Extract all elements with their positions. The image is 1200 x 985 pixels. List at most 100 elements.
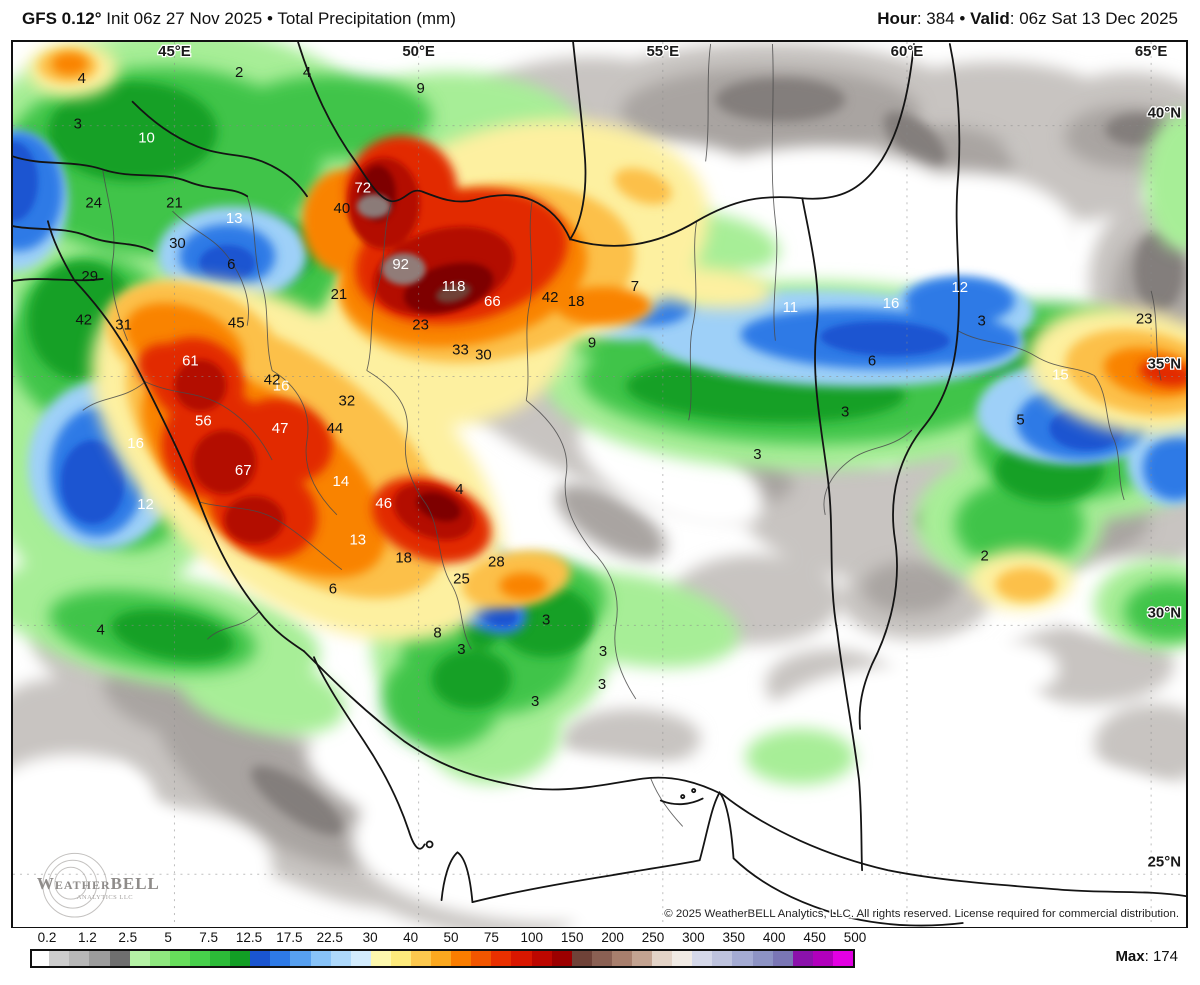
precip-max-value: 23 [412, 317, 429, 334]
colorbar-segment [792, 951, 813, 966]
header-bar: GFS 0.12° Init 06z 27 Nov 2025 • Total P… [0, 0, 1200, 40]
valid-label: Valid [970, 9, 1010, 28]
max-value-readout: Max: 174 [1115, 948, 1178, 965]
precip-max-value: 31 [115, 317, 132, 334]
colorbar-tick: 12.5 [235, 930, 263, 945]
precip-max-value: 6 [329, 581, 337, 598]
colorbar-tick: 100 [520, 930, 544, 945]
logo-subtitle: ANALYTICS LLC [77, 894, 133, 901]
map-canvas: 4 3 10 2 4 9 24 21 13 30 6 29 72 40 92 118 66 42 18 21 23 33 3… [11, 40, 1188, 929]
colorbar-segment [169, 951, 190, 966]
colorbar-tick: 1.2 [78, 930, 97, 945]
colorbar-segment [129, 951, 150, 966]
lat-label: 30°N [1148, 604, 1181, 621]
precip-max-value: 61 [182, 353, 199, 370]
precip-max-value: 15 [1052, 366, 1069, 383]
lon-label: 60°E [891, 43, 924, 60]
precip-max-value: 40 [334, 200, 351, 217]
precip-max-value: 3 [599, 643, 607, 660]
precip-max-value: 3 [978, 313, 986, 330]
precip-max-value: 13 [226, 210, 243, 227]
colorbar-segment [491, 951, 512, 966]
colorbar-segment [752, 951, 773, 966]
colorbar-tick: 350 [722, 930, 746, 945]
colorbar-segment [471, 951, 492, 966]
precip-max-value: 46 [375, 495, 392, 512]
colorbar-segment [32, 951, 50, 966]
precip-max-value: 16 [273, 377, 290, 394]
precip-max-value: 16 [127, 435, 144, 452]
precip-max-value: 44 [327, 420, 344, 437]
colorbar-segment [531, 951, 552, 966]
colorbar-tick: 0.2 [37, 930, 57, 945]
precip-max-value: 6 [227, 256, 235, 273]
precip-max-value: 16 [883, 295, 900, 312]
country-borders-coastlines [13, 42, 1186, 927]
precip-max-value: 30 [169, 235, 186, 252]
precip-max-value: 4 [78, 70, 86, 87]
precip-max-value: 6 [868, 353, 876, 370]
precip-max-value: 45 [228, 315, 245, 332]
precip-max-value: 7 [631, 278, 639, 295]
colorbar-segment [772, 951, 793, 966]
max-value: : 174 [1144, 948, 1178, 965]
copyright-notice: © 2025 WeatherBELL Analytics, LLC. All r… [664, 908, 1179, 920]
precip-max-value: 2 [981, 548, 989, 565]
precip-max-value: 25 [453, 571, 470, 588]
colorbar-tick: 500 [843, 930, 867, 945]
colorbar-scale [30, 949, 855, 968]
precip-max-value: 67 [235, 462, 252, 479]
colorbar-tick: 22.5 [316, 930, 343, 945]
precip-max-value: 13 [350, 532, 367, 549]
colorbar-tick: 200 [601, 930, 624, 945]
logo-wordmark: WeatherBELL [37, 874, 160, 893]
precip-max-value: 30 [475, 347, 492, 364]
colorbar-segment [410, 951, 432, 966]
precip-max-value: 47 [272, 420, 289, 437]
lat-label: 25°N [1148, 853, 1181, 870]
colorbar-tick: 300 [682, 930, 705, 945]
precip-max-value: 23 [1136, 311, 1153, 328]
precip-max-value: 3 [542, 611, 550, 628]
lat-label: 35°N [1148, 356, 1181, 373]
province-borders [82, 43, 1162, 827]
colorbar-tick: 40 [403, 930, 419, 945]
colorbar-segment [732, 951, 753, 966]
colorbar-segment [390, 951, 411, 966]
precip-max-value: 2 [235, 64, 243, 81]
colorbar-segment [49, 951, 70, 966]
precip-max-value: 4 [303, 64, 311, 81]
colorbar-segment [431, 951, 452, 966]
precip-max-value: 3 [531, 693, 539, 710]
lat-label: 40°N [1148, 105, 1181, 122]
logo-swirl-icon [42, 852, 108, 918]
lon-label: 65°E [1135, 43, 1168, 60]
precip-max-value: 12 [137, 496, 154, 513]
precip-max-value: 11 [783, 299, 799, 316]
colorbar-tick: 150 [560, 930, 584, 945]
colorbar-segment [611, 951, 633, 966]
colorbar-segment [310, 951, 331, 966]
colorbar-segment [571, 951, 592, 966]
colorbar-segment [270, 951, 291, 966]
precip-max-value: 24 [85, 194, 102, 211]
colorbar-segment [109, 951, 130, 966]
precip-max-value: 33 [452, 342, 469, 359]
valid-time-title: Hour: 384 • Valid: 06z Sat 13 Dec 2025 [877, 9, 1178, 29]
precip-max-value: 9 [416, 80, 424, 97]
precip-max-value: 118 [442, 278, 466, 295]
colorbar-segment [632, 951, 653, 966]
colorbar-tick: 30 [362, 930, 378, 945]
colorbar-segment [370, 951, 391, 966]
colorbar-segment [69, 951, 90, 966]
precipitation-shading [13, 42, 1186, 927]
precip-max-value: 72 [354, 179, 371, 196]
colorbar-segment [350, 951, 371, 966]
colorbar-segment [672, 951, 693, 966]
colorbar-segment [692, 951, 713, 966]
precip-max-value: 12 [951, 279, 968, 296]
precip-max-value: 42 [542, 289, 559, 306]
colorbar-segment [149, 951, 170, 966]
